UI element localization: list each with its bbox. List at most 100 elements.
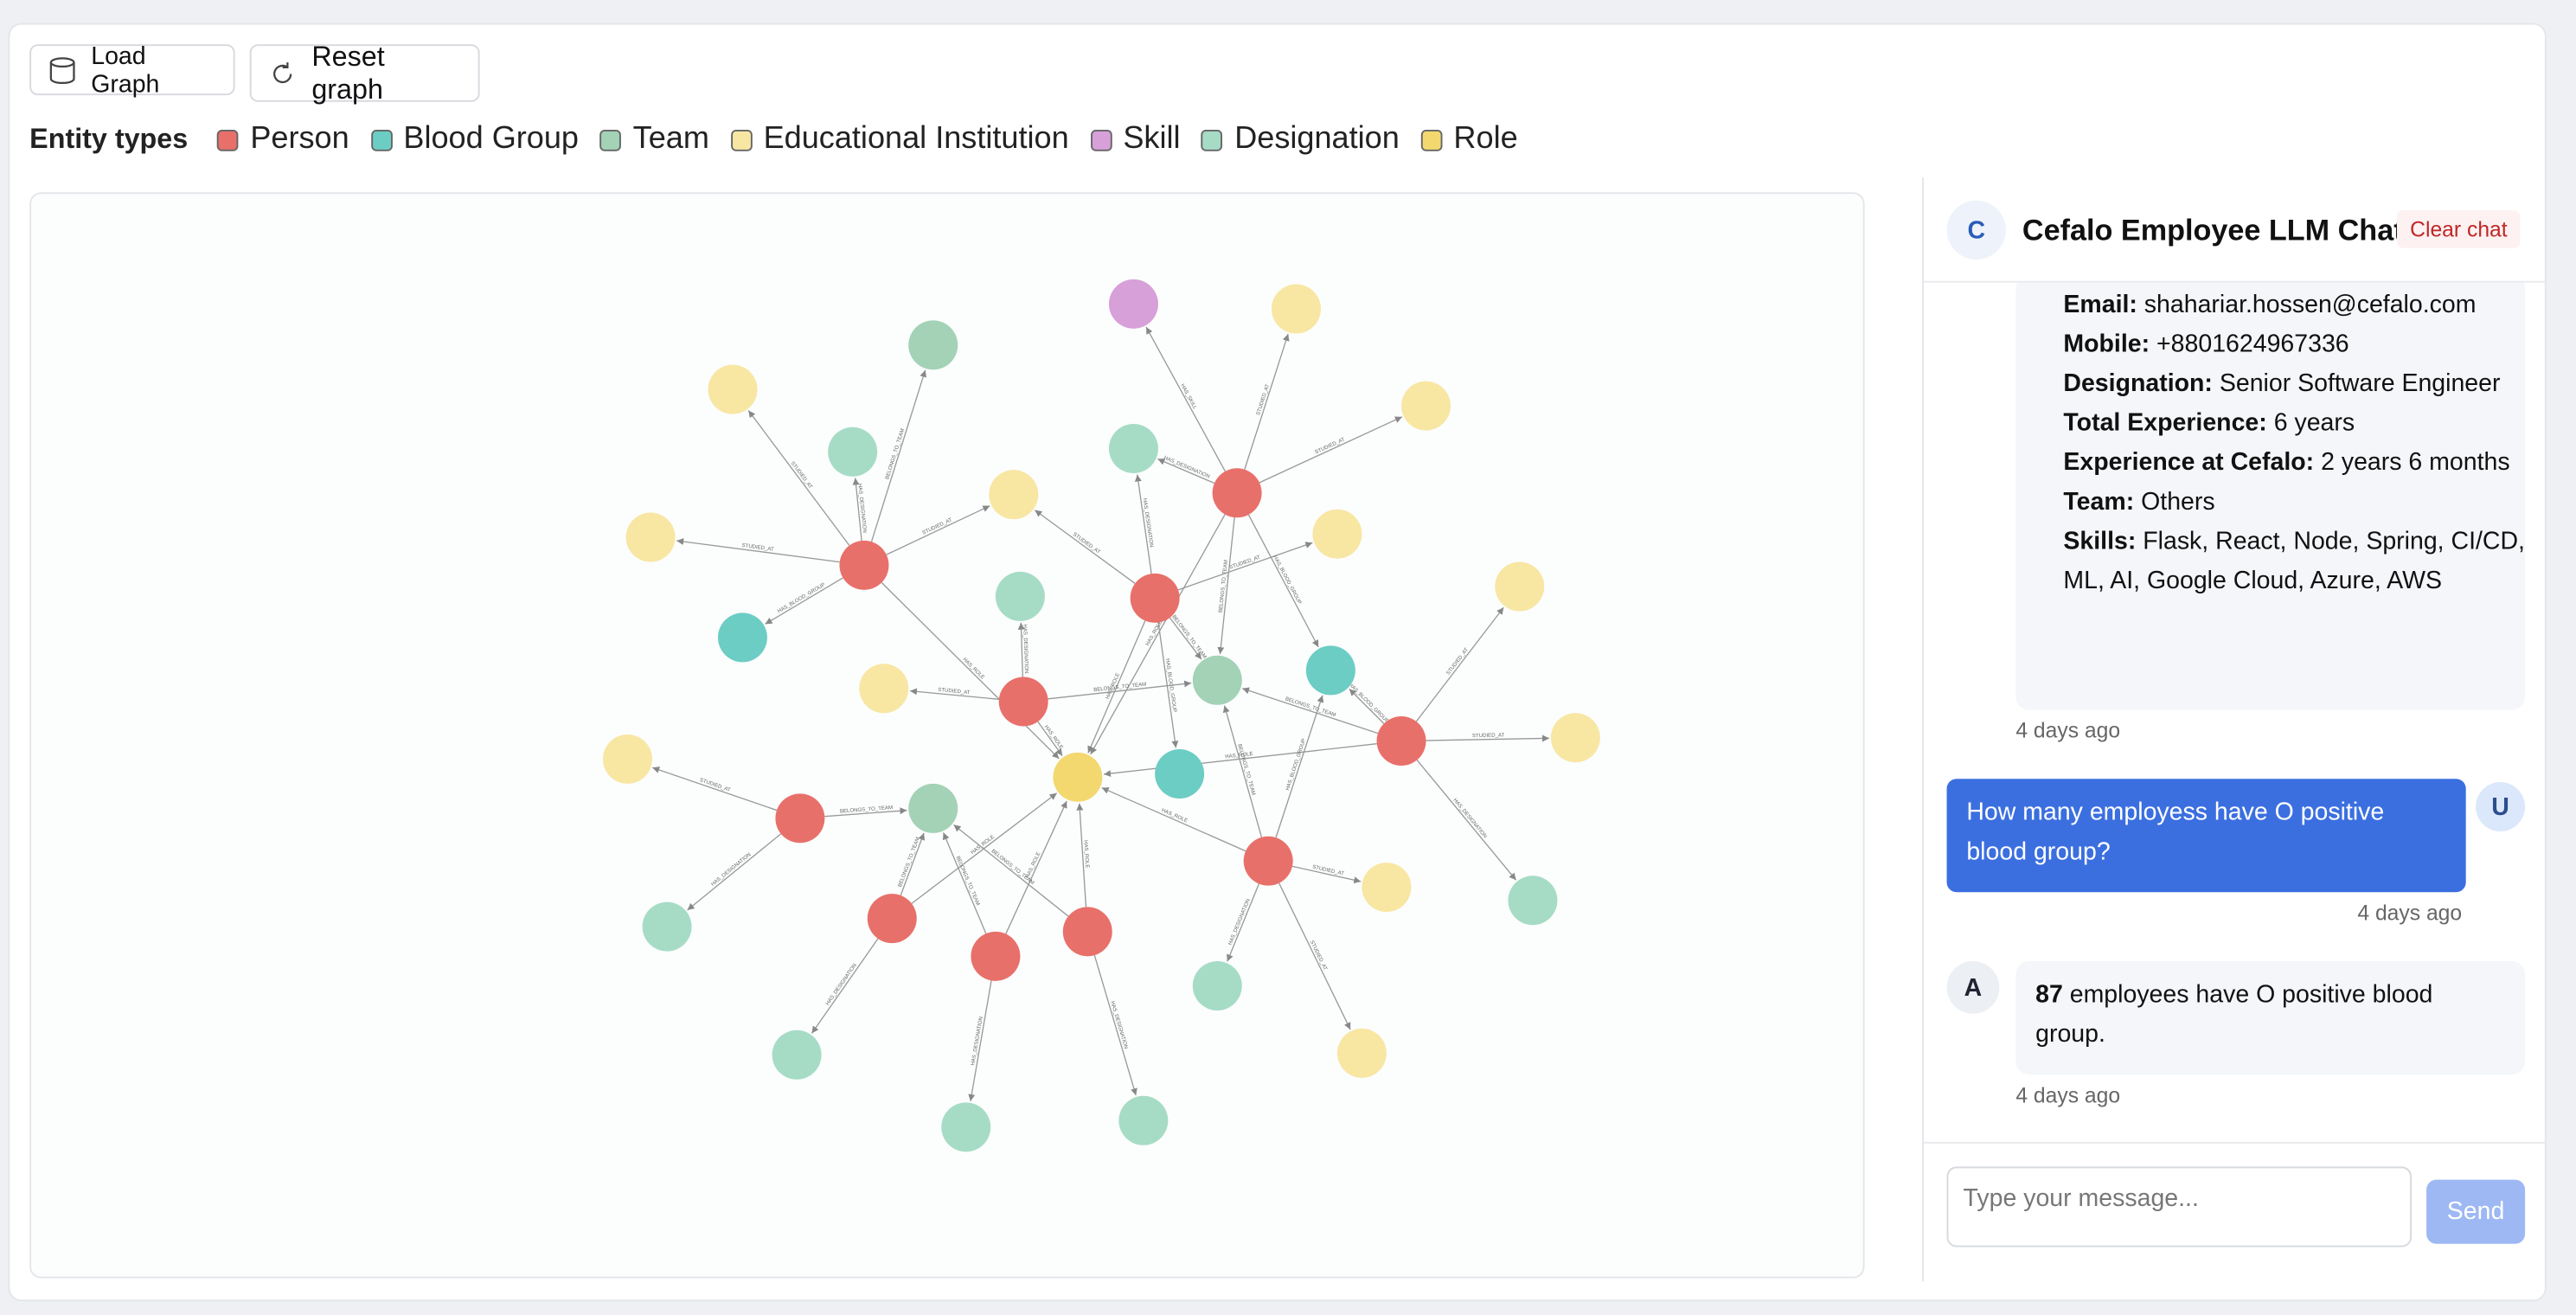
edge-label: STUDIED_AT bbox=[1072, 532, 1101, 555]
graph-node bbox=[1271, 284, 1321, 334]
graph-edge bbox=[652, 767, 778, 811]
message-input[interactable]: Type your message... bbox=[1946, 1166, 2413, 1248]
chat-avatar: C bbox=[1946, 200, 2006, 260]
graph-node bbox=[995, 571, 1045, 621]
graph-edge bbox=[1087, 620, 1146, 754]
graph-node bbox=[839, 540, 889, 590]
messages: Email: shahariar.hossen@cefalo.com Mobile… bbox=[1924, 282, 2545, 1142]
field-label: Email: bbox=[2063, 291, 2137, 319]
graph-edge bbox=[1222, 705, 1263, 837]
field-label: Mobile: bbox=[2063, 330, 2150, 359]
edge-label: STUDIED_AT bbox=[1315, 437, 1347, 455]
edge-label: STUDIED_AT bbox=[1446, 647, 1471, 676]
legend-label: Person bbox=[250, 121, 349, 157]
graph-canvas: STUDIED_AT STUDIED_AT STUDIED_AT BELONGS_TO… bbox=[603, 279, 1600, 1152]
legend: Entity types Person Blood Group Team Educati… bbox=[29, 122, 1539, 158]
user-avatar: U bbox=[2476, 782, 2526, 831]
graph-node bbox=[1312, 509, 1362, 559]
graph-edge bbox=[1134, 474, 1152, 574]
edge-label: HAS_DESIGNATION bbox=[825, 963, 858, 1006]
graph-edge bbox=[1275, 695, 1324, 838]
edge-label: STUDIED_AT bbox=[1309, 940, 1328, 972]
graph-node bbox=[1495, 561, 1545, 612]
graph-node bbox=[1155, 749, 1205, 799]
edge-label: STUDIED_AT bbox=[1312, 865, 1345, 877]
field-row: Mobile: +8801624967336 bbox=[2063, 325, 2525, 365]
graph-node bbox=[1118, 1095, 1169, 1145]
graph-edge bbox=[1005, 800, 1067, 934]
graph-edge bbox=[1157, 622, 1179, 748]
graph-edge bbox=[1076, 803, 1087, 908]
field-label: Skills: bbox=[2063, 527, 2137, 555]
reset-graph-button[interactable]: Reset graph bbox=[249, 41, 480, 105]
graph-edge bbox=[676, 538, 840, 563]
graph-node bbox=[828, 427, 878, 477]
send-button[interactable]: Send bbox=[2426, 1179, 2526, 1244]
message-time: 4 days ago bbox=[2015, 717, 2121, 743]
legend-item: Designation bbox=[1201, 122, 1400, 158]
graph-node bbox=[1192, 655, 1242, 705]
graph-edge bbox=[1048, 680, 1192, 700]
graph-edge bbox=[870, 369, 927, 542]
graph-edge bbox=[1244, 333, 1290, 470]
load-graph-button[interactable]: Load Graph bbox=[29, 42, 235, 98]
field-value: Flask, React, Node, Spring, CI/CD, ML, A… bbox=[2063, 527, 2525, 595]
legend-item: Person bbox=[217, 122, 349, 158]
graph-edge bbox=[942, 832, 987, 934]
field-row: Email: shahariar.hossen@cefalo.com bbox=[2063, 285, 2525, 325]
graph-edge bbox=[687, 833, 782, 911]
graph-node bbox=[859, 664, 909, 714]
field-row: Skills: Flask, React, Node, Spring, CI/C… bbox=[2063, 523, 2525, 601]
edge-label: BELONGS_TO_TEAM bbox=[1170, 614, 1207, 659]
legend-item: Team bbox=[599, 122, 709, 158]
graph-edge bbox=[1217, 517, 1235, 655]
legend-title: Entity types bbox=[29, 123, 189, 155]
edge-label: HAS_BLOOD_GROUP bbox=[1348, 683, 1390, 725]
graph-panel: STUDIED_AT STUDIED_AT STUDIED_AT BELONGS_TO… bbox=[29, 192, 1865, 1279]
legend-swatch bbox=[730, 129, 753, 151]
edge-label: STUDIED_AT bbox=[790, 461, 813, 491]
assistant-message: Email: shahariar.hossen@cefalo.com Mobile… bbox=[2015, 282, 2526, 710]
graph-edge bbox=[765, 577, 843, 625]
legend-label: Educational Institution bbox=[763, 121, 1069, 157]
legend-swatch bbox=[217, 129, 240, 151]
edge-label: BELONGS_TO_TEAM bbox=[885, 428, 906, 480]
legend-item: Blood Group bbox=[370, 122, 579, 158]
assistant-message: 87 employees have O positive blood group… bbox=[2015, 961, 2526, 1075]
field-label: Designation: bbox=[2063, 369, 2213, 398]
graph-node bbox=[1108, 423, 1158, 473]
edge-label: HAS_BLOOD_GROUP bbox=[777, 582, 826, 614]
field-value: shahariar.hossen@cefalo.com bbox=[2143, 291, 2477, 319]
edge-label: STUDIED_AT bbox=[741, 543, 774, 553]
edge-label: STUDIED_AT bbox=[938, 688, 971, 696]
edge-label: STUDIED_AT bbox=[1472, 733, 1505, 739]
graph-edge bbox=[1241, 687, 1379, 734]
graph-edge bbox=[1090, 514, 1226, 755]
edge-label: HAS_DESIGNATION bbox=[1451, 798, 1487, 839]
clear-chat-button[interactable]: Clear chat bbox=[2396, 210, 2521, 248]
edge-label: HAS_DESIGNATION bbox=[1163, 456, 1210, 480]
graph-edge bbox=[1093, 954, 1137, 1096]
edge-label: BELONGS_TO_TEAM bbox=[955, 856, 980, 907]
field-row: Team: Others bbox=[2063, 483, 2525, 523]
header-divider bbox=[1923, 280, 2545, 283]
field-value: +8801624967336 bbox=[2156, 330, 2349, 359]
graph-node bbox=[867, 894, 917, 944]
input-divider bbox=[1923, 1141, 2545, 1144]
graph-edge bbox=[1037, 721, 1063, 757]
user-message: How many employess have O positive blood… bbox=[1946, 779, 2466, 893]
graph-edge bbox=[1017, 622, 1025, 677]
answer-text: employees have O positive blood group. bbox=[2035, 980, 2433, 1049]
graph-node bbox=[1108, 279, 1158, 329]
graph-node bbox=[625, 512, 676, 562]
legend-swatch bbox=[1420, 129, 1443, 151]
edge-label: HAS_ROLE bbox=[962, 658, 985, 681]
graph-edge bbox=[1247, 514, 1319, 648]
graph-node bbox=[717, 613, 767, 663]
edge-label: HAS_DESIGNATION bbox=[1022, 624, 1028, 673]
graph-edge bbox=[1278, 882, 1351, 1030]
field-label: Team: bbox=[2063, 488, 2135, 516]
field-row: Total Experience: 6 years bbox=[2063, 404, 2525, 444]
